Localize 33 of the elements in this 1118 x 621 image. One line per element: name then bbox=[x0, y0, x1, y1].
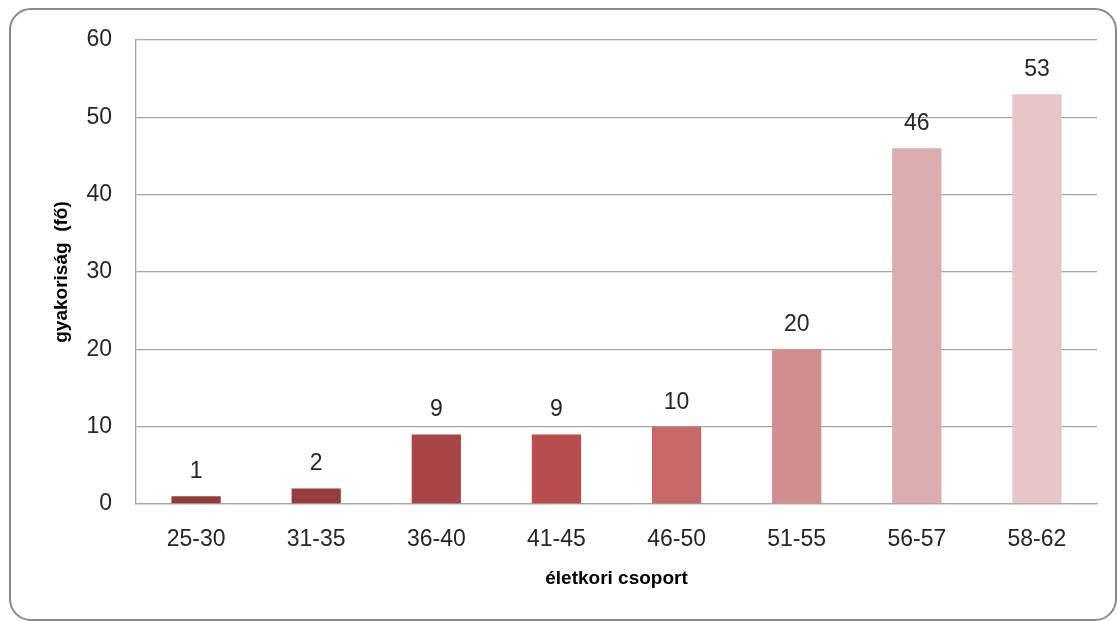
bar bbox=[772, 349, 822, 504]
y-tick-label: 50 bbox=[86, 102, 112, 129]
y-tick-label: 20 bbox=[86, 334, 112, 361]
x-tick-label: 51-55 bbox=[767, 525, 827, 552]
x-tick-label: 31-35 bbox=[286, 525, 346, 552]
data-label: 9 bbox=[429, 395, 443, 422]
data-label: 20 bbox=[783, 310, 810, 337]
y-tick-label: 40 bbox=[86, 180, 112, 207]
x-tick-label: 56-57 bbox=[887, 525, 947, 552]
data-label: 9 bbox=[550, 395, 563, 422]
y-tick-label: 10 bbox=[86, 412, 112, 439]
x-tick-label: 36-40 bbox=[406, 525, 466, 552]
y-tick-label: 30 bbox=[86, 257, 112, 284]
x-tick-label: 58-62 bbox=[1007, 525, 1067, 552]
data-label: 53 bbox=[1024, 54, 1050, 81]
x-axis-title: életkori csoport bbox=[545, 566, 689, 588]
x-tick-label: 41-45 bbox=[527, 525, 586, 552]
bar bbox=[531, 434, 582, 504]
y-tick-label: 0 bbox=[99, 489, 112, 516]
bar bbox=[1012, 94, 1062, 504]
x-tick-label: 46-50 bbox=[647, 525, 706, 552]
bar bbox=[411, 434, 461, 504]
data-label: 46 bbox=[904, 109, 930, 136]
x-tick-label: 25-30 bbox=[166, 525, 226, 552]
bar bbox=[291, 488, 341, 504]
data-label: 1 bbox=[189, 457, 203, 484]
bar bbox=[892, 148, 942, 504]
bar bbox=[651, 426, 702, 504]
data-label: 10 bbox=[663, 387, 690, 414]
y-axis-title: gyakoriság (fő) bbox=[49, 201, 71, 343]
bar bbox=[171, 496, 221, 504]
y-tick-label: 60 bbox=[86, 25, 112, 52]
data-label: 2 bbox=[309, 449, 323, 476]
